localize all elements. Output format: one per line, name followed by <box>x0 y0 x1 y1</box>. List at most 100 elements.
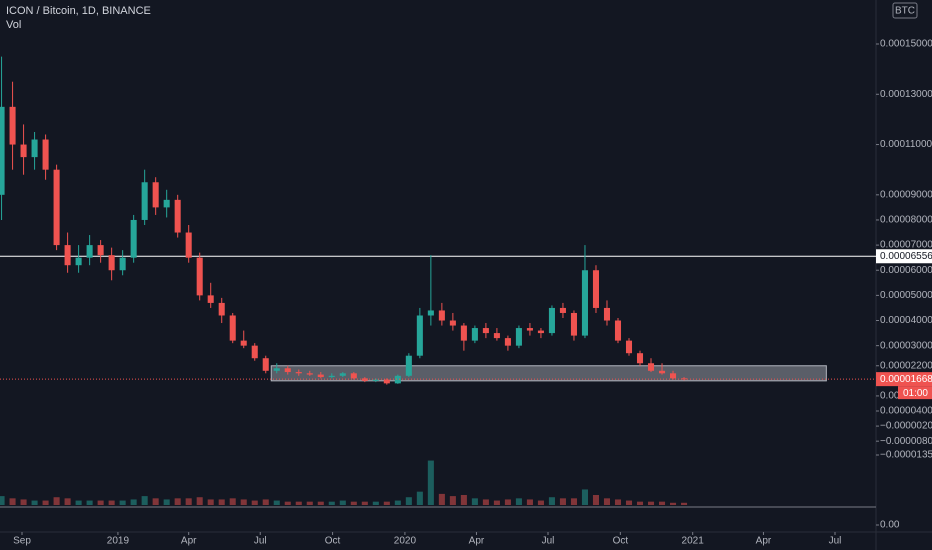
y-tick-label: 0.00011000 <box>880 139 932 150</box>
volume-bar <box>229 498 236 505</box>
candle-body <box>262 358 269 371</box>
candle-body <box>372 379 379 381</box>
countdown-bg <box>898 386 932 400</box>
candle-body <box>658 370 666 374</box>
candle-body <box>119 257 126 271</box>
volume-bar <box>119 500 126 505</box>
volume-bar <box>570 498 577 505</box>
volume-bar <box>273 500 280 505</box>
candle-body <box>86 245 93 258</box>
volume-bar <box>405 497 412 505</box>
x-tick-label: 2020 <box>394 536 417 547</box>
volume-bar <box>20 499 27 505</box>
volume-bar <box>636 501 644 505</box>
volume-bar <box>647 501 655 505</box>
y-tick-label: 0.00005000 <box>880 290 932 301</box>
volume-bar <box>251 500 258 505</box>
horizontal-line-label-bg <box>876 249 932 264</box>
volume-bar <box>504 499 511 505</box>
x-tick-label: Apr <box>469 536 485 547</box>
currency-label: BTC <box>895 6 915 17</box>
volume-bar <box>141 496 148 505</box>
candle-body <box>504 338 511 346</box>
candle-body <box>537 330 544 334</box>
volume-bar <box>317 501 324 505</box>
volume-bar <box>581 489 588 505</box>
x-tick-label: Jul <box>829 536 842 547</box>
candle-body <box>614 320 622 341</box>
candle-body <box>350 373 357 379</box>
volume-bar <box>240 499 247 505</box>
candle-body <box>449 320 456 326</box>
candle-body <box>427 310 434 316</box>
x-tick-label: Oct <box>325 536 341 547</box>
volume-bar <box>0 496 5 505</box>
volume-bar <box>75 500 82 505</box>
volume-bar <box>361 501 368 505</box>
candle-body <box>108 255 115 271</box>
volume-bar <box>53 497 60 505</box>
volume-bar <box>427 460 434 505</box>
candle-body <box>174 199 181 233</box>
candle-body <box>163 199 170 208</box>
candle-body <box>670 373 677 379</box>
volume-bar <box>526 499 533 505</box>
x-tick-label: Apr <box>181 536 197 547</box>
candle-body <box>515 328 522 346</box>
volume-bar <box>9 498 16 505</box>
y-tick-label: 0.00003000 <box>880 340 932 351</box>
volume-bar <box>42 500 49 505</box>
candle-body <box>218 302 225 316</box>
x-tick-label: Jul <box>254 536 267 547</box>
volume-bar <box>537 500 544 505</box>
candle-body <box>273 368 280 371</box>
volume-bar <box>559 498 566 505</box>
candle-body <box>471 328 478 341</box>
candle-body <box>0 106 5 195</box>
last-price-label-bg <box>876 372 932 387</box>
y-tick-label: 0.00009000 <box>880 189 932 200</box>
y-tick-label: 0.00008000 <box>880 215 932 226</box>
volume-bar <box>614 499 622 505</box>
volume-bar <box>174 498 181 505</box>
candle-body <box>405 355 412 376</box>
candle-body <box>97 245 104 256</box>
candle-body <box>592 270 600 308</box>
volume-bar <box>86 500 93 505</box>
candle-body <box>53 169 60 246</box>
volume-bar <box>603 498 611 505</box>
candle-body <box>251 345 258 359</box>
candle-body <box>64 245 71 266</box>
candle-body <box>647 363 655 371</box>
y-tick-label: 0.00000400 <box>880 406 932 417</box>
x-tick-label: Apr <box>756 536 772 547</box>
candle-body <box>42 139 49 170</box>
y-tick-label: −0.00000800 <box>880 436 932 447</box>
x-tick-label: 2021 <box>682 536 705 547</box>
volume-bar <box>372 501 379 505</box>
volume-bar <box>185 498 192 505</box>
volume-bar <box>416 491 423 505</box>
volume-bar <box>460 495 467 505</box>
volume-bar <box>306 501 313 505</box>
volume-bar <box>493 500 500 505</box>
y-tick-label: 0.00004000 <box>880 315 932 326</box>
candle-body <box>526 328 533 331</box>
candle-body <box>581 270 588 336</box>
candle-body <box>493 333 500 339</box>
currency-badge[interactable] <box>892 2 918 19</box>
volume-bar <box>295 501 302 505</box>
volume-bar <box>163 499 170 505</box>
y-tick-label: 0.00015000 <box>880 39 932 50</box>
y-tick-label: 0.00013000 <box>880 89 932 100</box>
volume-bar <box>658 501 666 505</box>
candle-body <box>20 144 27 158</box>
volume-bar <box>449 496 456 505</box>
volume-bar <box>152 498 159 505</box>
candle-body <box>328 375 335 378</box>
volume-bar <box>394 500 401 505</box>
y-tick-label: −0.00000200 <box>880 421 932 432</box>
volume-bar <box>670 502 677 505</box>
